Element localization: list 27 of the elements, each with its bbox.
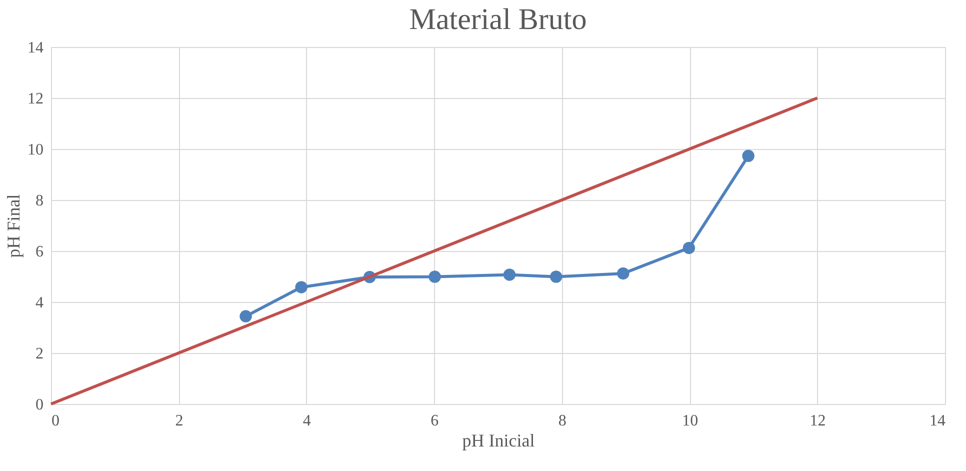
x-tick-label: 2 bbox=[175, 412, 184, 430]
x-tick-label: 0 bbox=[52, 412, 60, 430]
y-axis-title: pH Final bbox=[4, 194, 24, 258]
y-tick-label: 8 bbox=[36, 192, 44, 210]
y-tick-label: 4 bbox=[36, 294, 44, 312]
y-tick-label: 0 bbox=[36, 396, 44, 414]
x-tick-label: 14 bbox=[930, 412, 946, 430]
y-tick-label: 2 bbox=[36, 346, 44, 362]
point bbox=[240, 310, 252, 322]
point bbox=[550, 270, 562, 283]
y-tick-label: 10 bbox=[28, 142, 44, 158]
x-tick-label: 8 bbox=[558, 412, 566, 430]
point bbox=[617, 267, 630, 280]
chart-title: Material Bruto bbox=[409, 3, 587, 36]
point bbox=[503, 268, 516, 281]
point bbox=[682, 242, 696, 254]
x-tick-label: 12 bbox=[810, 412, 826, 430]
x-tick-label: 10 bbox=[682, 412, 698, 430]
point bbox=[742, 150, 754, 162]
y-tick-label: 14 bbox=[28, 40, 44, 56]
x-tick-label: 6 bbox=[430, 412, 439, 430]
point bbox=[428, 270, 441, 283]
y-tick-label: 6 bbox=[36, 244, 44, 260]
point bbox=[295, 281, 308, 294]
y-tick-label: 12 bbox=[28, 90, 44, 108]
x-axis-title: pH Inicial bbox=[462, 430, 535, 450]
x-tick-label: 4 bbox=[302, 412, 311, 430]
